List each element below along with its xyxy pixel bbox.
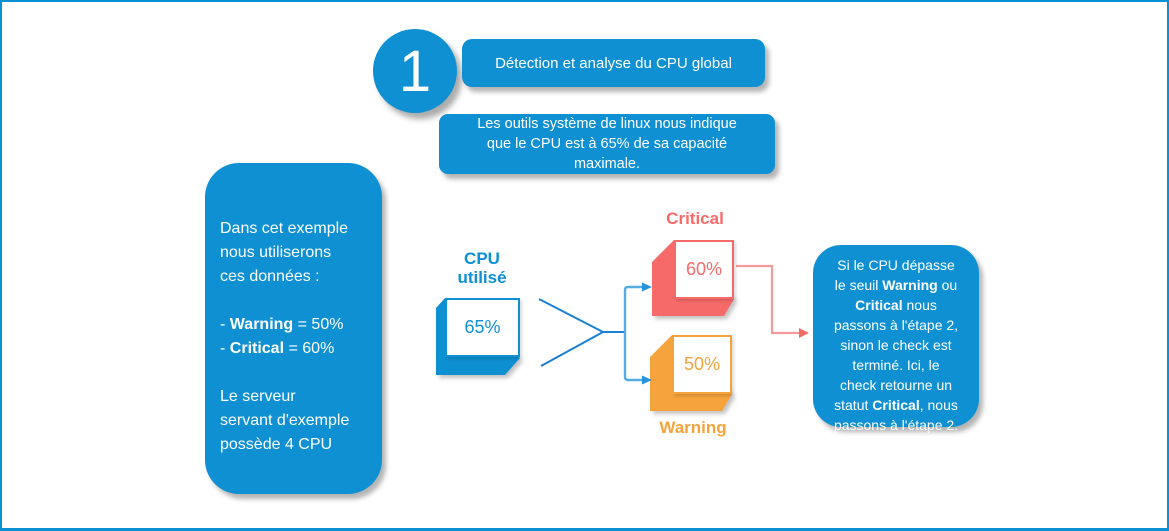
example-intro-line: Dans cet exemple bbox=[220, 220, 349, 237]
arrow-to-critical-icon bbox=[642, 282, 652, 292]
critical-label: Critical bbox=[666, 209, 724, 228]
step-title: Détection et analyse du CPU global bbox=[495, 54, 732, 72]
note-line: passons à l'étape 2. bbox=[833, 417, 959, 433]
step-number-badge: 1 bbox=[373, 29, 457, 113]
arrow-to-note-icon bbox=[799, 328, 809, 338]
decision-note-panel: Si le CPU dépasse le seuil Warning ou Cr… bbox=[813, 245, 979, 433]
step-number: 1 bbox=[398, 38, 432, 104]
note-line: sinon le check est bbox=[840, 337, 952, 353]
step-title-box: Détection et analyse du CPU global bbox=[462, 39, 765, 87]
warning-keyword: Warning bbox=[882, 277, 938, 293]
note-line: terminé. Ici, le bbox=[852, 357, 940, 373]
arrow-to-warning-icon bbox=[642, 375, 652, 385]
warning-keyword: Warning bbox=[229, 316, 294, 333]
critical-to-note-connector bbox=[736, 264, 799, 335]
spacer bbox=[220, 361, 372, 385]
cpu-usage-value: 65% bbox=[464, 317, 501, 337]
critical-keyword: Critical bbox=[855, 297, 903, 313]
example-intro-line: nous utiliserons bbox=[220, 244, 332, 261]
critical-threshold-value: 60% bbox=[685, 259, 723, 279]
example-outro-line: Le serveur bbox=[220, 388, 296, 405]
spacer bbox=[220, 289, 372, 313]
example-intro-line: ces données : bbox=[220, 268, 320, 285]
note-line: Critical nous bbox=[855, 297, 937, 313]
critical-threshold-line: - Critical = 60% bbox=[220, 340, 335, 357]
cpu-used-label: CPU utilisé bbox=[457, 249, 507, 287]
warning-threshold-box: 50% bbox=[672, 335, 732, 394]
threshold-bracket bbox=[623, 285, 643, 382]
critical-threshold-box: 60% bbox=[674, 240, 734, 299]
warning-threshold-value: 50% bbox=[683, 354, 721, 374]
description-line: maximale. bbox=[573, 156, 641, 172]
split-chevron bbox=[538, 298, 606, 367]
example-outro-line: servant d'exemple bbox=[220, 412, 350, 429]
example-outro-line: possède 4 CPU bbox=[220, 436, 333, 453]
example-data-panel: Dans cet exemple nous utiliserons ces do… bbox=[205, 163, 382, 494]
note-line: passons à l'étape 2, bbox=[833, 317, 959, 333]
warning-label: Warning bbox=[659, 418, 727, 437]
cpu-usage-value-box: 65% bbox=[445, 298, 520, 357]
critical-keyword: Critical bbox=[229, 340, 285, 357]
note-line: statut Critical, nous bbox=[834, 397, 958, 413]
note-line: Si le CPU dépasse bbox=[837, 257, 955, 273]
description-line: que le CPU est à 65% de sa capacité bbox=[486, 136, 728, 152]
note-line: check retourne un bbox=[839, 377, 953, 393]
critical-keyword: Critical bbox=[872, 397, 920, 413]
description-line: Les outils système de linux nous indique bbox=[477, 116, 737, 132]
description-box: Les outils système de linux nous indique… bbox=[439, 114, 775, 174]
warning-threshold-line: - Warning = 50% bbox=[220, 316, 344, 333]
note-line: le seuil Warning ou bbox=[834, 277, 958, 293]
